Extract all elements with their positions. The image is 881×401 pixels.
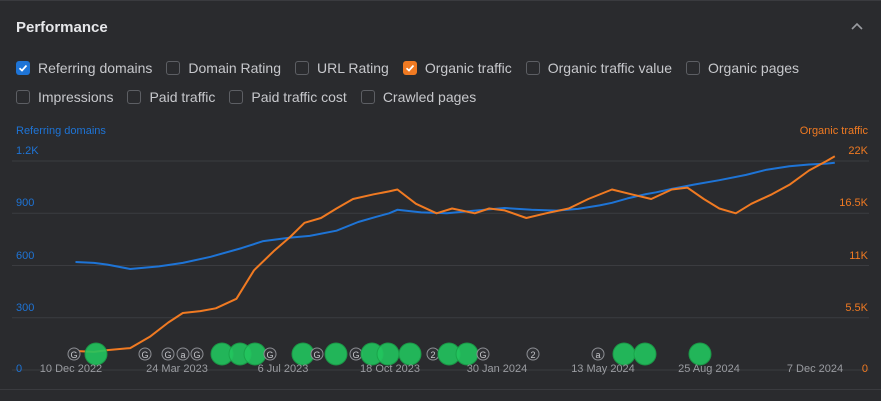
event-marker-dot — [377, 343, 399, 365]
event-marker-google: G — [350, 348, 362, 360]
event-marker-dot — [689, 343, 711, 365]
event-marker-google: G — [162, 348, 174, 360]
event-marker-dot — [325, 343, 347, 365]
x-tick-label: 25 Aug 2024 — [678, 363, 740, 375]
x-tick-label: 10 Dec 2022 — [40, 363, 102, 375]
event-marker-dot — [399, 343, 421, 365]
event-marker-dot — [613, 343, 635, 365]
event-marker-label: 2 — [430, 350, 435, 360]
event-marker-2: 2 — [527, 348, 539, 360]
event-marker-google: G — [311, 348, 323, 360]
x-tick-label: 6 Jul 2023 — [258, 363, 309, 375]
event-marker-label: G — [266, 350, 273, 360]
event-marker-dot — [456, 343, 478, 365]
event-marker-dot — [244, 343, 266, 365]
right-tick-label: 11K — [849, 250, 868, 262]
bottom-divider — [0, 389, 881, 390]
event-marker-dot — [85, 343, 107, 365]
event-marker-label: G — [352, 350, 359, 360]
event-marker-label: G — [479, 350, 486, 360]
event-marker-a: a — [177, 348, 189, 360]
event-marker-label: 2 — [530, 350, 535, 360]
event-marker-label: a — [180, 350, 185, 360]
left-tick-label: 900 — [16, 197, 34, 209]
event-marker-label: G — [313, 350, 320, 360]
left-tick-label: 0 — [16, 363, 22, 375]
event-marker-google: G — [191, 348, 203, 360]
right-tick-label: 16.5K — [839, 197, 868, 209]
x-tick-label: 18 Oct 2023 — [360, 363, 420, 375]
x-tick-label: 30 Jan 2024 — [467, 363, 528, 375]
event-marker-label: G — [193, 350, 200, 360]
event-marker-label: G — [70, 350, 77, 360]
event-marker-label: G — [164, 350, 171, 360]
event-marker-dot — [634, 343, 656, 365]
event-marker-2: 2 — [427, 348, 439, 360]
right-tick-label: 5.5K — [845, 302, 868, 314]
event-marker-google: G — [477, 348, 489, 360]
event-marker-google: G — [264, 348, 276, 360]
right-tick-label: 0 — [862, 363, 868, 375]
left-tick-label: 1.2K — [16, 145, 39, 157]
left-tick-label: 600 — [16, 250, 34, 262]
organic-traffic-line — [76, 156, 835, 352]
right-tick-label: 22K — [848, 145, 868, 157]
event-marker-label: a — [595, 350, 600, 360]
event-marker-a: a — [592, 348, 604, 360]
x-tick-label: 7 Dec 2024 — [787, 363, 843, 375]
event-marker-google: G — [68, 348, 80, 360]
event-marker-label: G — [141, 350, 148, 360]
x-tick-label: 24 Mar 2023 — [146, 363, 208, 375]
event-marker-google: G — [139, 348, 151, 360]
x-tick-label: 13 May 2024 — [571, 363, 635, 375]
referring-domains-line — [76, 163, 835, 269]
left-tick-label: 300 — [16, 302, 34, 314]
